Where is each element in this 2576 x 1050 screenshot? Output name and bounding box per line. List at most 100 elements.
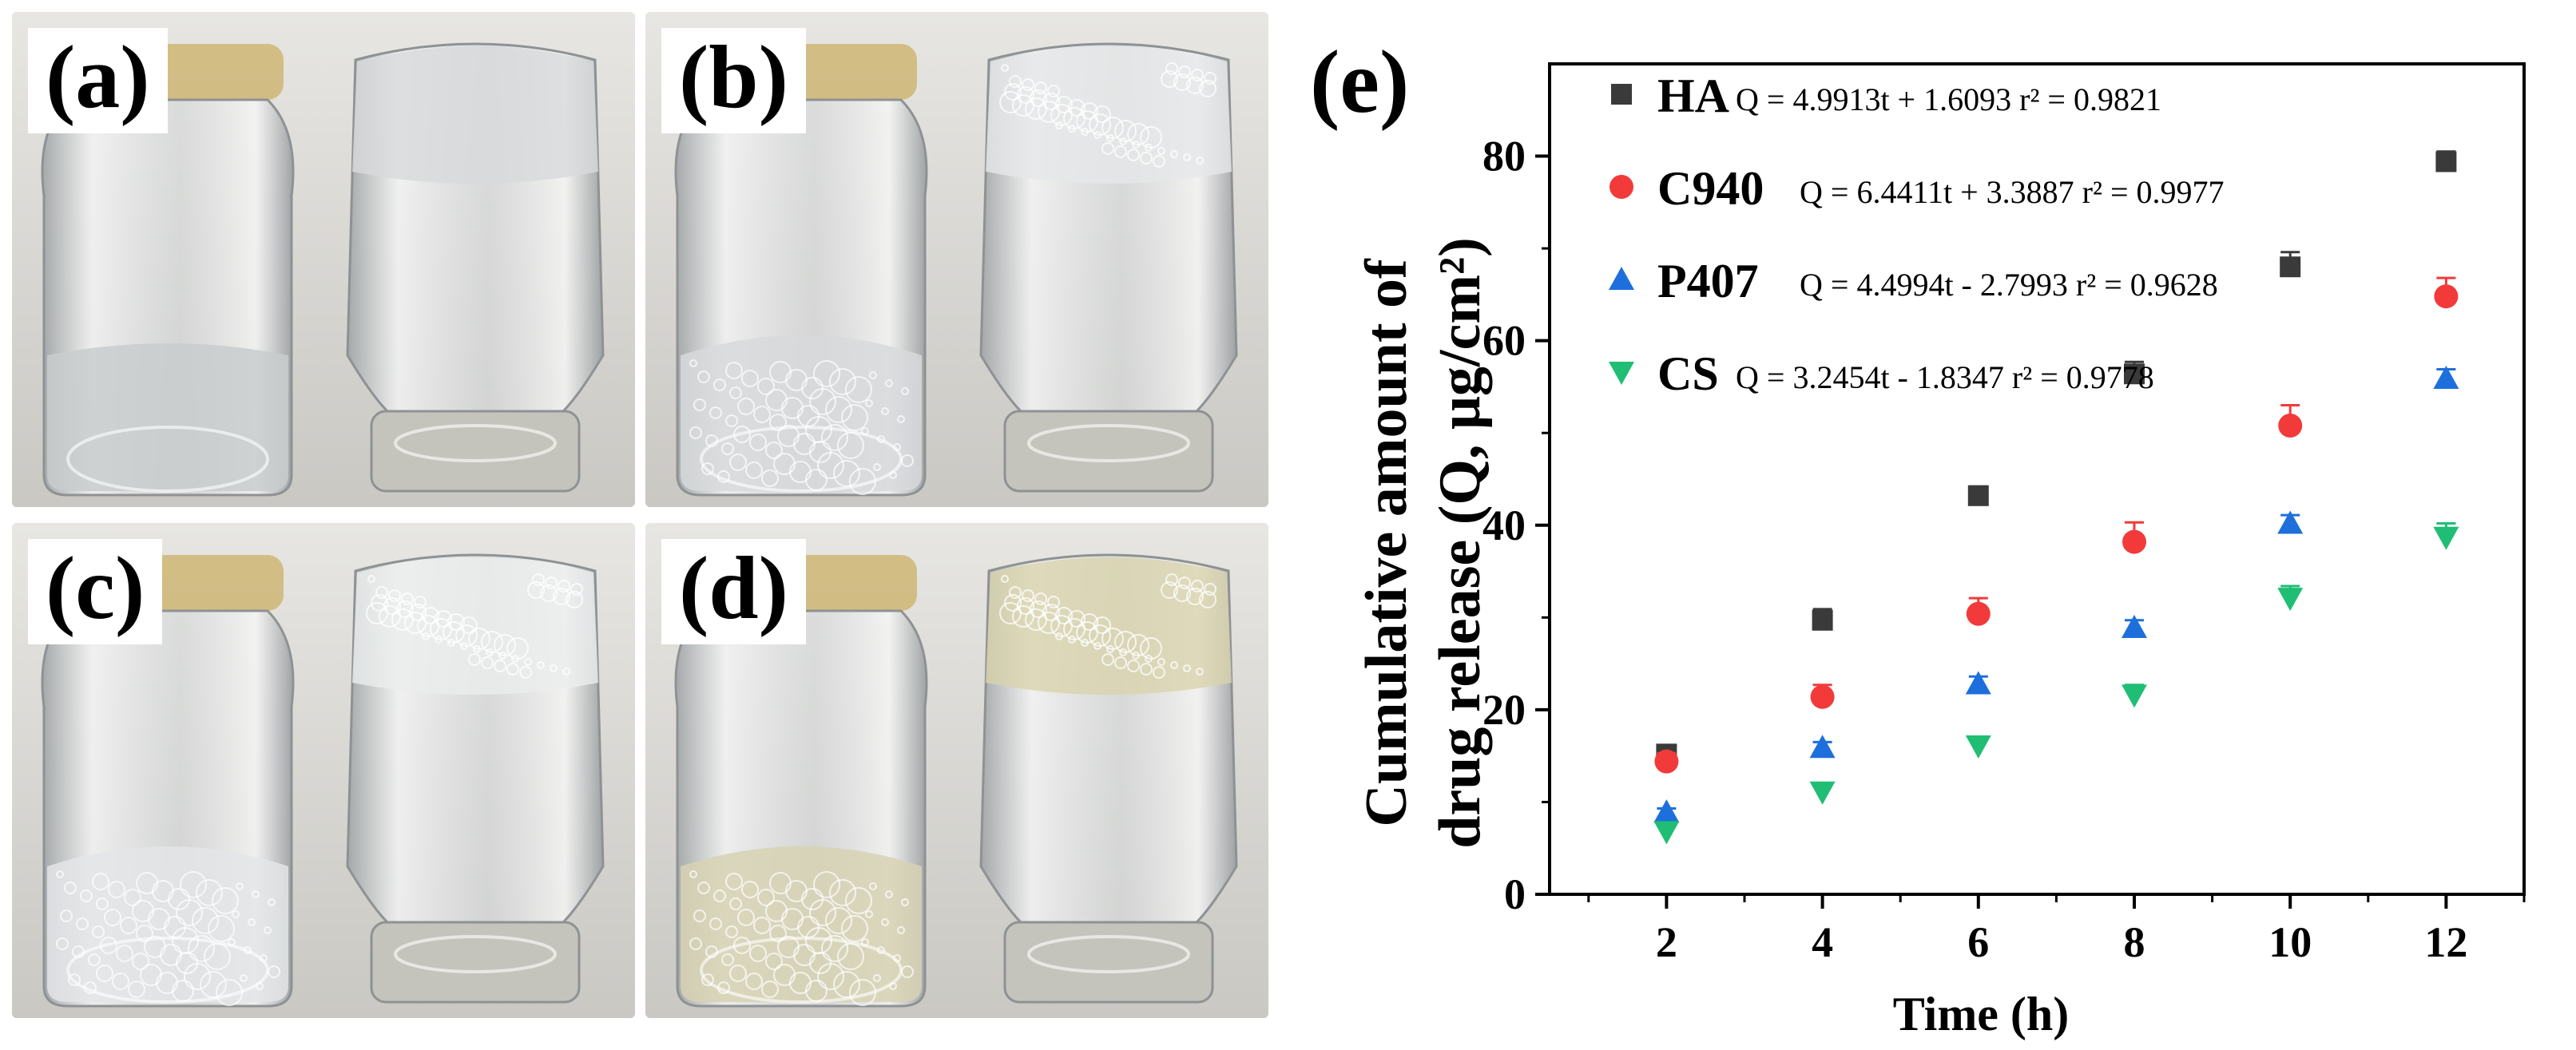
bubble <box>379 605 401 628</box>
x-tick-label: 4 <box>1812 918 1833 966</box>
bubble <box>473 645 481 653</box>
data-point <box>2122 615 2147 639</box>
bubble <box>1094 131 1101 139</box>
bubble <box>232 910 240 918</box>
bubble <box>1034 81 1047 94</box>
bubble <box>570 583 583 596</box>
bubble <box>1038 612 1060 634</box>
bubble <box>486 648 494 656</box>
bubble <box>60 909 73 922</box>
bubble <box>829 368 856 395</box>
bubble <box>885 890 893 898</box>
bubble <box>757 889 775 906</box>
bubble <box>737 909 755 926</box>
bubble <box>1186 588 1204 605</box>
bubble <box>725 873 743 890</box>
neck-reflection <box>394 935 557 973</box>
bubble <box>693 909 706 922</box>
series-c940 <box>1654 276 2459 774</box>
bubble <box>1081 639 1089 647</box>
bubble <box>566 591 583 608</box>
bubble <box>741 370 759 387</box>
bubble <box>901 387 909 395</box>
panel-label: (d) <box>661 539 806 644</box>
legend-label: HA <box>1657 69 1729 122</box>
x-tick-label: 6 <box>1967 918 1989 966</box>
bubble <box>68 973 81 986</box>
bubble <box>897 415 905 423</box>
bubble <box>96 897 109 910</box>
bubble <box>532 573 545 586</box>
vial-base-reflection <box>700 937 903 1004</box>
bubble <box>765 389 788 411</box>
bubble <box>140 964 162 986</box>
bubble <box>845 887 872 914</box>
bubble <box>825 396 852 423</box>
legend-label: CS <box>1657 347 1719 400</box>
bubble <box>721 442 734 455</box>
bubble <box>1055 121 1063 129</box>
bubble <box>252 890 260 898</box>
bubble <box>1009 75 1022 88</box>
bubble <box>761 470 779 487</box>
bubble <box>693 398 706 411</box>
legend-marker <box>1610 175 1633 199</box>
bubble <box>725 925 738 938</box>
bubble <box>713 378 726 391</box>
data-point <box>2122 684 2147 708</box>
bubble <box>769 872 792 894</box>
bubble <box>553 588 570 605</box>
bubble <box>56 870 64 878</box>
bubble <box>689 870 697 878</box>
bubble <box>1145 655 1153 663</box>
bubble <box>749 945 767 962</box>
bubble <box>897 926 905 934</box>
bubble <box>236 882 244 890</box>
bubble <box>92 873 109 890</box>
legend-marker <box>1609 362 1634 385</box>
bubble <box>729 897 742 910</box>
bubble <box>709 406 722 419</box>
bubble <box>769 361 792 383</box>
chart-panel-label: (e) <box>1310 33 1409 132</box>
legend-label: P407 <box>1657 255 1759 307</box>
bubble <box>375 586 388 599</box>
bubble <box>1157 658 1165 666</box>
bubble <box>366 602 388 624</box>
bubble <box>80 890 93 902</box>
bubble <box>765 953 783 970</box>
data-point <box>2277 510 2304 534</box>
bubble <box>829 879 856 906</box>
bubble <box>92 925 105 938</box>
bubble <box>550 664 558 672</box>
bubble <box>1140 663 1153 676</box>
bubble <box>809 388 836 415</box>
bubble <box>813 871 840 898</box>
photo-panel-c: (c) <box>12 523 635 1018</box>
bubble <box>268 898 276 906</box>
bubble <box>765 442 783 459</box>
panel-label: (b) <box>661 28 806 133</box>
bubble <box>1127 660 1140 672</box>
bubble <box>1055 632 1063 640</box>
bubble <box>745 973 763 990</box>
photo-panel-a: (a) <box>12 12 635 507</box>
bubble <box>1153 666 1165 679</box>
bubble <box>1157 147 1165 155</box>
panel-label: (a) <box>28 28 168 133</box>
bubble <box>1101 653 1114 666</box>
bubble <box>116 945 133 962</box>
bubble <box>527 581 545 599</box>
bubble <box>1132 652 1140 660</box>
data-point <box>2280 256 2301 278</box>
bubble <box>1012 94 1034 117</box>
bubble <box>817 452 844 479</box>
bubble <box>1114 145 1127 158</box>
data-point <box>1966 601 1991 626</box>
bubble <box>96 965 113 982</box>
legend-label: C940 <box>1657 162 1764 215</box>
bubble <box>112 973 129 990</box>
bubble <box>1196 668 1204 676</box>
neck-reflection <box>394 424 557 462</box>
bubble <box>108 881 125 898</box>
